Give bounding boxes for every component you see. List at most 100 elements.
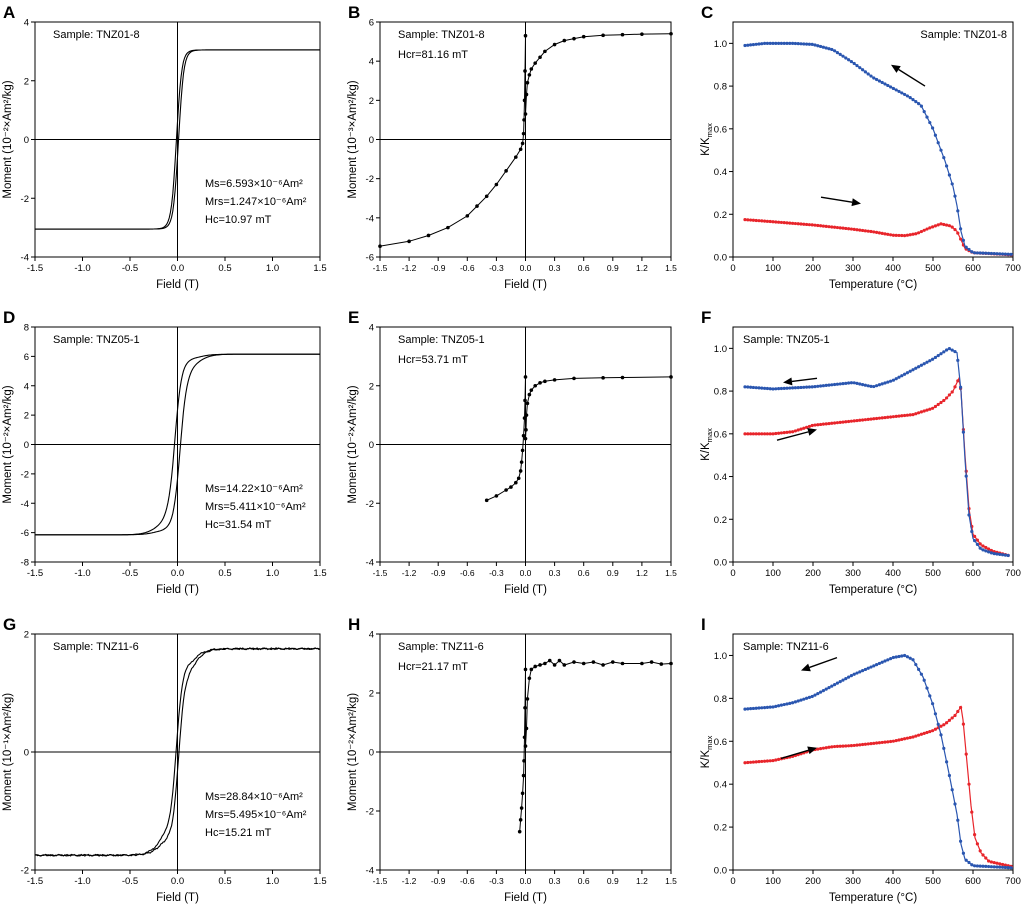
data-point [475, 204, 479, 208]
data-point [900, 654, 904, 658]
data-point [771, 705, 775, 709]
data-point [802, 222, 806, 226]
data-point [407, 239, 411, 244]
y-tick-label: 0.2 [714, 823, 727, 834]
data-point [917, 411, 921, 415]
data-point [900, 233, 904, 238]
data-point [522, 416, 527, 420]
data-point [947, 173, 952, 177]
data-point [847, 744, 851, 748]
x-tick-label: 600 [965, 876, 981, 887]
data-point [849, 674, 854, 678]
data-point [989, 251, 994, 256]
data-point [601, 663, 605, 667]
x-tick-label: 1.5 [665, 263, 677, 273]
hcr-label: Hcr=81.16 mT [398, 49, 468, 61]
data-point [922, 731, 926, 735]
y-tick-label: -4 [21, 499, 29, 510]
data-point [519, 806, 524, 810]
x-tick-label: 300 [845, 263, 861, 274]
data-point [987, 859, 991, 863]
data-point [816, 747, 820, 751]
data-point [872, 384, 876, 389]
data-point [572, 660, 576, 664]
data-point [838, 382, 842, 386]
data-point [1003, 252, 1008, 256]
data-point [886, 658, 890, 662]
data-point [858, 66, 862, 70]
data-point [757, 386, 761, 390]
data-point [523, 375, 528, 379]
y-tick-label: 0.6 [714, 737, 727, 748]
panel-letter: D [3, 308, 15, 327]
x-tick-label: 1.0 [266, 876, 279, 887]
data-point [883, 415, 887, 420]
x-tick-label: 0.6 [578, 568, 590, 578]
data-point [911, 98, 915, 102]
data-point [970, 250, 974, 254]
data-point [984, 856, 988, 860]
data-point [782, 386, 786, 390]
x-axis-title: Temperature (°C) [829, 584, 917, 596]
data-point [981, 544, 985, 548]
data-point [552, 663, 557, 667]
y-axis-title: Moment (10⁻¹×Am²/kg) [2, 693, 14, 811]
data-point [863, 70, 868, 74]
x-tick-label: 200 [805, 263, 821, 274]
data-point [813, 693, 817, 697]
data-point [743, 707, 747, 711]
data-point [995, 252, 999, 256]
data-point [779, 220, 784, 225]
data-point [827, 686, 831, 690]
y-tick-label: 0 [369, 748, 374, 759]
data-point [950, 182, 954, 186]
data-point [852, 381, 856, 385]
y-tick-label: 0 [369, 440, 374, 451]
y-tick-label: 4 [369, 57, 374, 68]
data-point [1003, 865, 1008, 870]
data-point [919, 229, 924, 234]
data-point [928, 407, 932, 411]
data-point [978, 251, 982, 255]
param-label: Mrs=1.247×10⁻⁶Am² [205, 196, 307, 208]
data-point [779, 703, 784, 707]
data-point [833, 49, 837, 53]
y-tick-label: 0 [24, 748, 29, 759]
data-point [810, 385, 814, 389]
x-tick-label: 700 [1005, 568, 1021, 579]
data-point [959, 237, 963, 241]
data-point [914, 232, 918, 236]
data-point [640, 32, 644, 36]
data-point [947, 224, 952, 228]
data-point [852, 419, 856, 423]
backfield-curve-line [379, 35, 526, 247]
x-axis-title: Field (T) [504, 584, 547, 596]
data-point [835, 50, 840, 55]
data-point [925, 408, 929, 412]
data-point [894, 414, 898, 418]
data-point [973, 534, 977, 538]
data-point [861, 228, 865, 233]
data-point [533, 61, 537, 65]
x-tick-label: 700 [1005, 876, 1021, 887]
data-point [903, 234, 907, 238]
data-point [956, 818, 960, 822]
data-point [796, 222, 800, 226]
data-point [529, 67, 534, 71]
backfield-curve-line [486, 376, 526, 501]
data-point [827, 47, 831, 51]
y-tick-label: 8 [24, 323, 29, 334]
data-point [751, 43, 756, 47]
y-axis-title-main: K/K [700, 749, 712, 768]
data-point [959, 839, 963, 843]
y-tick-label: 0 [24, 135, 29, 146]
data-point [525, 401, 530, 406]
data-point [922, 228, 926, 232]
data-point [746, 432, 750, 436]
data-point [922, 362, 926, 366]
data-point [791, 386, 795, 390]
data-point [883, 381, 887, 385]
data-point [942, 746, 946, 750]
data-point [494, 494, 499, 498]
